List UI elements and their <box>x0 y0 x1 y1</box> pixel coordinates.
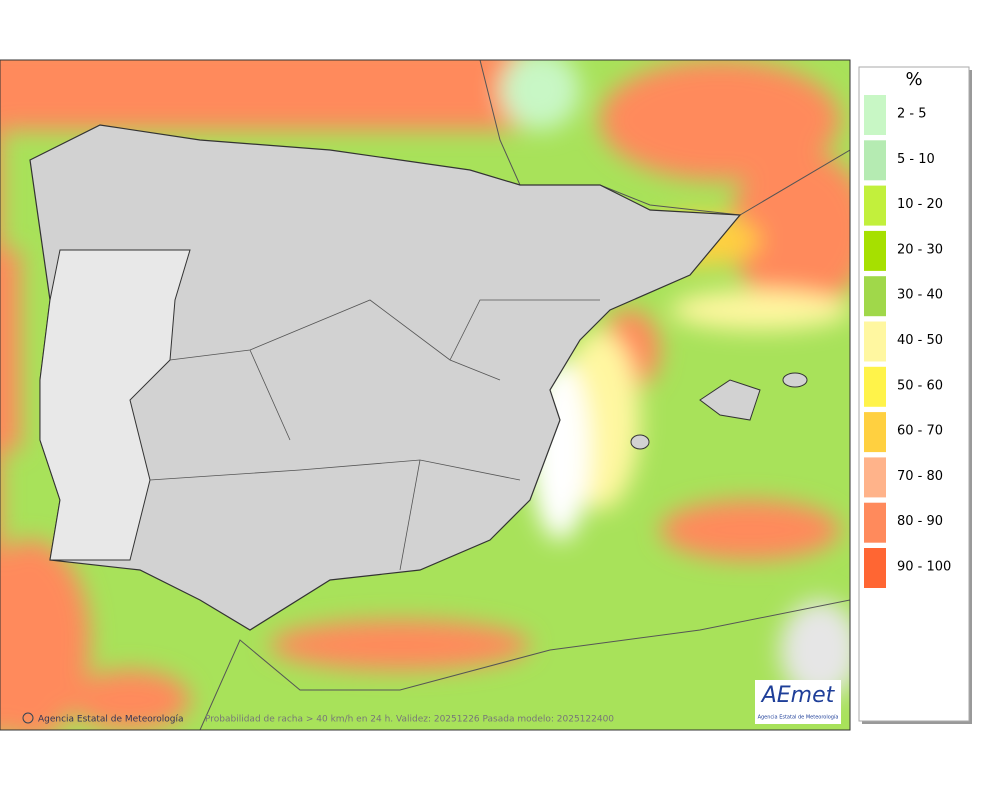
legend-swatch <box>864 321 886 362</box>
copyright-icon <box>22 712 34 724</box>
legend-label: 10 - 20 <box>897 197 943 212</box>
probability-field <box>0 60 850 730</box>
legend-label: 2 - 5 <box>897 107 927 122</box>
logo-box <box>755 680 841 724</box>
legend-swatch <box>864 95 886 135</box>
legend-swatch <box>864 185 886 226</box>
legend-label: 70 - 80 <box>897 469 943 484</box>
legend-title: % <box>905 69 922 90</box>
legend-label: 30 - 40 <box>897 288 943 303</box>
legend-swatch <box>864 548 886 588</box>
legend-swatch <box>864 230 886 271</box>
logo-name: AEmet <box>760 683 836 708</box>
legend-label: 60 - 70 <box>897 424 943 439</box>
legend-label: 5 - 10 <box>897 152 935 167</box>
legend-label: 50 - 60 <box>897 378 943 393</box>
map-frame <box>0 59 851 731</box>
legend-label: 40 - 50 <box>897 333 943 348</box>
legend-label: 20 - 30 <box>897 242 943 257</box>
logo-subtitle: Agencia Estatal de Meteorología <box>758 714 839 721</box>
legend-items: 2 - 5 5 - 10 10 - 20 20 - 30 30 - 40 40 - 50 5… <box>864 95 951 588</box>
legend-swatch <box>864 412 886 453</box>
caption: Probabilidad de racha > 40 km/h en 24 h.… <box>205 715 614 725</box>
legend-swatch <box>864 457 886 498</box>
legend-swatch <box>864 502 886 543</box>
legend-swatch <box>864 276 886 317</box>
legend-swatch <box>864 366 886 407</box>
legend-label: 90 - 100 <box>897 560 951 575</box>
credit: Agencia Estatal de Meteorología <box>38 715 184 725</box>
legend-label: 80 - 90 <box>897 514 943 529</box>
legend-swatch <box>864 140 886 181</box>
